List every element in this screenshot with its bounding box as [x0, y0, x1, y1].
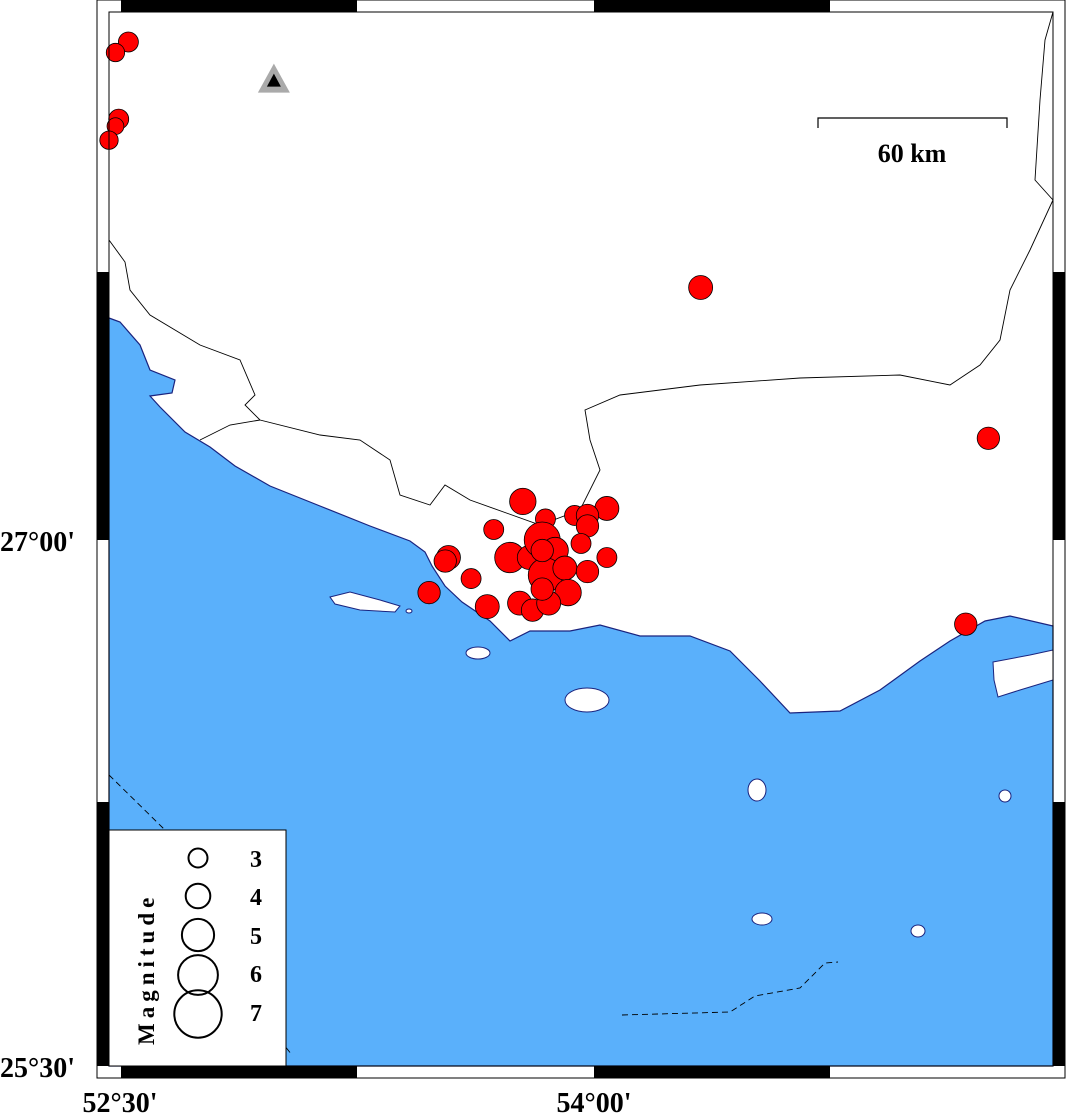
legend-label: 4 — [250, 885, 262, 911]
island — [992, 649, 1054, 698]
legend-label: 3 — [250, 847, 262, 873]
legend-circle — [177, 954, 219, 996]
legend-label: 5 — [250, 924, 262, 950]
earthquake-event — [474, 594, 500, 620]
earthquake-event — [417, 581, 441, 605]
scale-bar: 60 km — [817, 117, 1008, 168]
earthquake-event — [575, 559, 600, 584]
earthquake-event — [976, 426, 1000, 450]
island — [465, 646, 491, 660]
earthquake-event — [596, 547, 618, 568]
legend: Magnitude 3 4 5 6 7 — [108, 829, 287, 1067]
legend-circle — [180, 917, 216, 953]
axis-labels: 27°00' 25°30' 52°30' 54°00' — [0, 527, 631, 1115]
lat-label-27: 27°00' — [0, 527, 75, 558]
earthquake-event — [570, 533, 592, 554]
lon-label-52-30: 52°30' — [83, 1088, 158, 1115]
earthquake-event — [433, 549, 457, 573]
scale-bar-label: 60 km — [878, 139, 947, 168]
earthquake-event — [509, 487, 537, 516]
earthquake-event — [105, 42, 126, 63]
map-frame — [96, 0, 1066, 1079]
lat-label-25-30: 25°30' — [0, 1053, 75, 1084]
legend-circle — [184, 882, 212, 910]
earthquake-event — [530, 577, 554, 601]
station-marker — [257, 63, 290, 93]
legend-title: Magnitude — [134, 893, 159, 1045]
earthquake-event — [688, 275, 714, 300]
legend-label: 7 — [250, 1001, 262, 1027]
earthquake-event — [483, 519, 505, 540]
island — [405, 608, 413, 614]
earthquake-event — [530, 538, 554, 563]
earthquake-event — [460, 568, 482, 589]
borders — [108, 11, 1054, 1056]
island — [564, 687, 610, 713]
legend-circle — [173, 989, 223, 1039]
island — [329, 591, 401, 613]
earthquake-event — [117, 31, 139, 53]
earthquake-events — [99, 31, 1000, 636]
legend-circle — [187, 847, 209, 869]
island — [910, 924, 926, 938]
legend-label: 6 — [250, 962, 262, 988]
lon-label-54: 54°00' — [557, 1088, 632, 1115]
station-triangle-icon — [266, 73, 281, 87]
earthquake-event — [552, 555, 578, 581]
islands — [329, 591, 1054, 938]
island — [751, 912, 773, 926]
island — [998, 789, 1012, 803]
earthquake-event — [954, 612, 978, 636]
island — [747, 778, 767, 802]
